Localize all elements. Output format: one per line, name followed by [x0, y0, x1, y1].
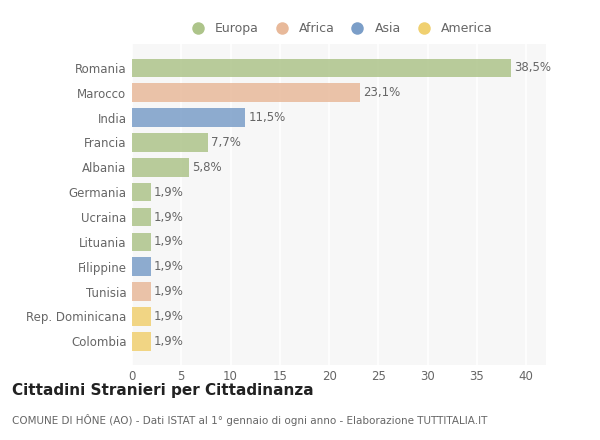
- Text: 1,9%: 1,9%: [154, 235, 184, 248]
- Bar: [132, 233, 151, 251]
- Text: 1,9%: 1,9%: [154, 285, 184, 298]
- Bar: [132, 307, 151, 326]
- Text: 11,5%: 11,5%: [248, 111, 286, 124]
- Bar: [132, 332, 151, 351]
- Bar: [132, 158, 189, 176]
- Bar: [132, 59, 511, 77]
- Text: 38,5%: 38,5%: [514, 62, 551, 74]
- Text: 1,9%: 1,9%: [154, 335, 184, 348]
- Text: 1,9%: 1,9%: [154, 260, 184, 273]
- Bar: [132, 84, 360, 102]
- Text: 7,7%: 7,7%: [211, 136, 241, 149]
- Bar: [132, 257, 151, 276]
- Text: 1,9%: 1,9%: [154, 310, 184, 323]
- Bar: [132, 183, 151, 202]
- Legend: Europa, Africa, Asia, America: Europa, Africa, Asia, America: [181, 18, 497, 39]
- Text: 23,1%: 23,1%: [362, 86, 400, 99]
- Text: COMUNE DI HÔNE (AO) - Dati ISTAT al 1° gennaio di ogni anno - Elaborazione TUTTI: COMUNE DI HÔNE (AO) - Dati ISTAT al 1° g…: [12, 414, 487, 425]
- Text: 5,8%: 5,8%: [192, 161, 222, 174]
- Bar: [132, 208, 151, 226]
- Bar: [132, 282, 151, 301]
- Text: 1,9%: 1,9%: [154, 210, 184, 224]
- Bar: [132, 108, 245, 127]
- Bar: [132, 133, 208, 152]
- Text: 1,9%: 1,9%: [154, 186, 184, 199]
- Text: Cittadini Stranieri per Cittadinanza: Cittadini Stranieri per Cittadinanza: [12, 383, 314, 398]
